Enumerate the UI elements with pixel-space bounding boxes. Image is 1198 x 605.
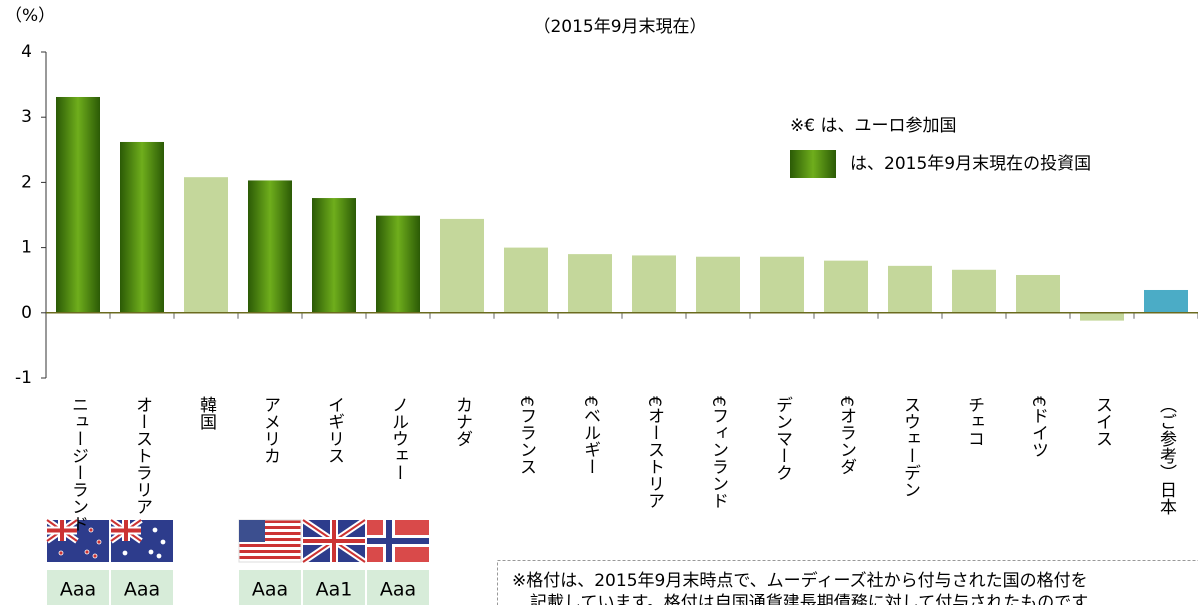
rating: Aaa (252, 579, 288, 601)
flag-star (160, 539, 166, 545)
rating: Aaa (380, 579, 416, 601)
y-tick-label: 1 (21, 238, 32, 258)
bar (120, 141, 164, 313)
flag-stripe (239, 538, 301, 541)
flag-stripe (239, 526, 301, 529)
x-tick-label: イギリス (324, 396, 344, 464)
flag-stripe (239, 544, 301, 547)
flag-stripe (239, 556, 301, 559)
bar (1144, 289, 1188, 313)
flag-part (239, 520, 265, 542)
x-tick-label: チェコ (964, 396, 984, 447)
x-tick-label: 韓国 (196, 396, 217, 430)
x-tick-label: €ドイツ (1028, 396, 1048, 458)
x-tick-label: （ご参考）日本 (1156, 396, 1177, 515)
flag-stripe (239, 550, 301, 553)
x-tick-label: スイス (1092, 396, 1112, 447)
x-tick-label: アメリカ (260, 396, 280, 464)
note-text: 記載しています。格付は自国通貨建長期債務に対して付与されたものです (530, 593, 1088, 605)
flag-star (152, 527, 158, 533)
x-tick-label: デンマーク (772, 396, 792, 481)
y-unit: （%） (5, 6, 55, 26)
rating: Aaa (124, 579, 160, 601)
y-tick-label: 3 (21, 107, 32, 127)
legend-text: は、2015年9月末現在の投資国 (850, 154, 1091, 174)
bar (248, 180, 292, 313)
bar (632, 255, 676, 313)
bar (440, 218, 484, 313)
flag-star (148, 549, 154, 555)
bar (760, 256, 804, 313)
bar (312, 198, 356, 313)
x-tick-label: カナダ (452, 396, 472, 447)
bar (1016, 274, 1060, 313)
rating-box (303, 570, 365, 605)
y-tick-label: 2 (21, 172, 32, 192)
note-box (497, 560, 1198, 605)
bar (952, 269, 996, 313)
flag-star (92, 553, 98, 559)
x-tick-label: €フランス (516, 396, 536, 475)
x-tick-label: ノルウェー (388, 396, 408, 481)
x-tick-label: €オランダ (836, 396, 856, 475)
rating-box (239, 570, 301, 605)
flag-star (58, 550, 64, 556)
rating-box (47, 570, 109, 605)
flag-star (88, 527, 94, 533)
flag-star (96, 539, 102, 545)
rating-box (111, 570, 173, 605)
x-tick-label: スウェーデン (900, 396, 920, 498)
bar (56, 96, 100, 313)
bar (504, 247, 548, 313)
legend-swatch (790, 150, 836, 178)
flag-star (156, 553, 162, 559)
bar (376, 215, 420, 313)
rating: Aaa (60, 579, 96, 601)
x-tick-label: €オーストリア (644, 396, 664, 509)
flag-stripe (239, 532, 301, 535)
flag-part (367, 538, 429, 544)
x-tick-label: ニュージーランド (68, 396, 88, 532)
x-tick-label: オーストラリア (132, 396, 152, 515)
y-tick-label: 0 (21, 303, 32, 323)
x-tick-label: €ベルギー (580, 396, 600, 475)
bar (696, 256, 740, 313)
subtitle: （2015年9月末現在） (533, 17, 706, 37)
rating: Aa1 (316, 579, 353, 601)
flag-part (60, 520, 64, 541)
note-text: ※格付は、2015年9月末時点で、ムーディーズ社から付与された国の格付を (512, 570, 1088, 591)
flag-part (124, 520, 128, 541)
x-tick-label: €フィンランド (708, 396, 728, 509)
bar (568, 254, 612, 313)
bar (184, 177, 228, 313)
flag-stripe (239, 520, 301, 523)
bar (888, 265, 932, 313)
legend-text: ※€ は、ユーロ参加国 (790, 116, 956, 136)
flag-star (122, 550, 128, 556)
flag-part (332, 520, 336, 562)
rating-box (367, 570, 429, 605)
y-tick-label: -1 (15, 368, 32, 388)
flags (45, 517, 429, 565)
flag-star (84, 549, 90, 555)
y-tick-label: 4 (21, 42, 32, 62)
bar (1080, 312, 1124, 321)
bar (824, 260, 868, 313)
